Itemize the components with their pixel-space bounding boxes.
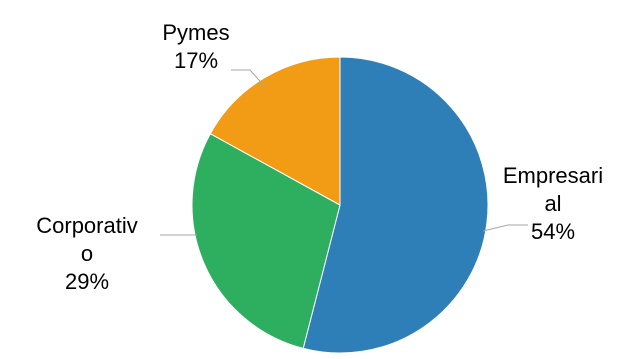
value-label-pymes: 17%: [174, 48, 218, 73]
data-labels: Empresari al 54% Corporativ o 29% Pymes …: [36, 20, 603, 294]
leader-lines: [160, 69, 528, 236]
category-label-corporativo-line-1: Corporativ: [36, 213, 137, 238]
category-label-empresarial-line-2: al: [544, 191, 561, 216]
data-label-corporativo: Corporativ o 29%: [36, 213, 137, 294]
leader-line-empresarial: [482, 224, 528, 232]
pie-slice-corporativo: [191, 133, 341, 349]
category-label-pymes: Pymes: [162, 20, 229, 45]
leader-line-pymes: [231, 69, 267, 89]
category-label-empresarial-line-1: Empresari: [503, 163, 603, 188]
value-label-corporativo: 29%: [65, 269, 109, 294]
pie-slices: [191, 56, 489, 354]
pie-slice-empresarial: [302, 56, 489, 354]
category-label-corporativo-line-2: o: [81, 241, 93, 266]
data-label-empresarial: Empresari al 54%: [503, 163, 603, 244]
pie-slice-pymes: [209, 56, 341, 206]
data-label-pymes: Pymes 17%: [162, 20, 229, 73]
value-label-empresarial: 54%: [531, 219, 575, 244]
